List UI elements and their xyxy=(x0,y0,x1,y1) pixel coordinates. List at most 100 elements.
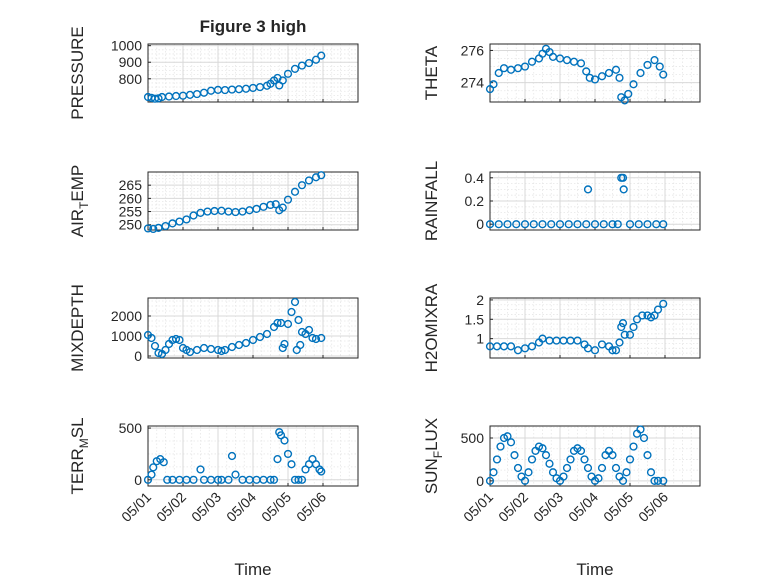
data-point xyxy=(632,315,642,324)
y-axis-label: AIRTEMP xyxy=(68,165,91,238)
data-point xyxy=(189,475,198,484)
data-point xyxy=(597,72,607,81)
data-point xyxy=(196,465,205,474)
data-point xyxy=(161,345,170,355)
x-axis-label: Time xyxy=(576,560,613,579)
data-point xyxy=(315,465,324,474)
data-point xyxy=(527,57,537,66)
x-tick-label: 05/03 xyxy=(530,489,566,525)
data-point xyxy=(297,181,307,190)
y-tick-label: 500 xyxy=(461,430,485,446)
x-tick-label: 05/04 xyxy=(223,489,259,525)
data-point xyxy=(618,476,628,485)
data-point xyxy=(283,195,293,204)
data-point xyxy=(280,339,289,349)
data-point xyxy=(163,475,172,484)
data-point xyxy=(192,345,202,355)
data-point xyxy=(199,88,209,97)
data-point xyxy=(650,476,659,485)
data-point xyxy=(182,215,191,224)
data-point xyxy=(161,221,170,231)
data-point xyxy=(297,475,307,484)
data-point xyxy=(619,185,628,194)
data-point xyxy=(294,315,303,325)
y-tick-label: 260 xyxy=(119,190,143,206)
y-tick-label: 0 xyxy=(134,472,142,488)
x-tick-label: 05/05 xyxy=(600,489,636,525)
data-point xyxy=(147,470,156,479)
y-tick-label: 250 xyxy=(119,217,143,233)
data-point xyxy=(248,335,258,345)
data-point xyxy=(580,455,589,464)
data-point xyxy=(590,220,600,229)
data-point xyxy=(608,451,617,460)
data-point xyxy=(545,459,554,468)
x-tick-label: 05/01 xyxy=(460,489,496,525)
y-tick-label: 2 xyxy=(476,292,484,308)
data-point xyxy=(273,455,282,464)
x-tick-label: 05/03 xyxy=(188,489,224,525)
data-point xyxy=(576,59,586,68)
data-point xyxy=(638,311,647,320)
data-point xyxy=(620,330,629,339)
data-point xyxy=(625,330,635,339)
data-point xyxy=(147,333,156,343)
y-tick-label: 276 xyxy=(461,42,485,58)
y-tick-label: 900 xyxy=(119,54,143,70)
data-point xyxy=(643,451,652,460)
data-point xyxy=(494,68,503,78)
data-point xyxy=(271,200,280,209)
data-point xyxy=(304,325,314,335)
data-point xyxy=(217,346,226,356)
data-point xyxy=(599,220,608,229)
data-point xyxy=(290,297,300,307)
data-point xyxy=(582,67,591,76)
data-point xyxy=(618,319,628,328)
data-point xyxy=(655,62,664,71)
data-point xyxy=(311,55,321,64)
data-point xyxy=(311,334,321,344)
data-point xyxy=(659,299,668,308)
data-point xyxy=(659,220,668,229)
data-point xyxy=(527,455,537,464)
data-point xyxy=(485,220,495,229)
data-point xyxy=(175,335,184,345)
data-point xyxy=(604,68,614,78)
y-tick-label: 265 xyxy=(119,177,143,193)
y-tick-label: 800 xyxy=(119,71,143,87)
data-point xyxy=(624,89,633,99)
data-point xyxy=(643,220,652,229)
y-tick-label: 2000 xyxy=(111,308,142,324)
subplot-bottom-right: 0 500 SUNFLUX 05/0105/0205/0305/0405/0505/0… xyxy=(422,418,701,579)
data-point xyxy=(629,322,638,332)
data-point xyxy=(227,342,237,352)
data-point xyxy=(615,73,624,82)
x-tick-label: 05/06 xyxy=(635,489,671,525)
data-point xyxy=(510,451,519,460)
data-point xyxy=(576,446,586,455)
data-point xyxy=(555,220,565,229)
data-point xyxy=(266,200,275,210)
x-axis-label: Time xyxy=(234,560,271,579)
data-point xyxy=(629,442,638,451)
data-point xyxy=(538,220,547,229)
data-point xyxy=(650,56,659,65)
x-tick-label: 05/01 xyxy=(118,489,154,525)
data-point xyxy=(185,347,195,357)
y-tick-label: 1000 xyxy=(111,328,142,344)
data-point xyxy=(646,468,656,477)
data-point xyxy=(287,460,296,469)
data-point xyxy=(252,204,261,214)
data-point xyxy=(636,68,645,78)
figure-title: Figure 3 high xyxy=(200,17,307,36)
data-point xyxy=(634,220,643,229)
data-point xyxy=(611,346,621,355)
data-point xyxy=(308,333,317,343)
data-point xyxy=(590,346,600,355)
data-point xyxy=(317,333,326,343)
data-point xyxy=(650,311,659,320)
data-point xyxy=(241,338,251,348)
data-point xyxy=(489,468,498,477)
y-axis-label: THETA xyxy=(422,45,441,100)
